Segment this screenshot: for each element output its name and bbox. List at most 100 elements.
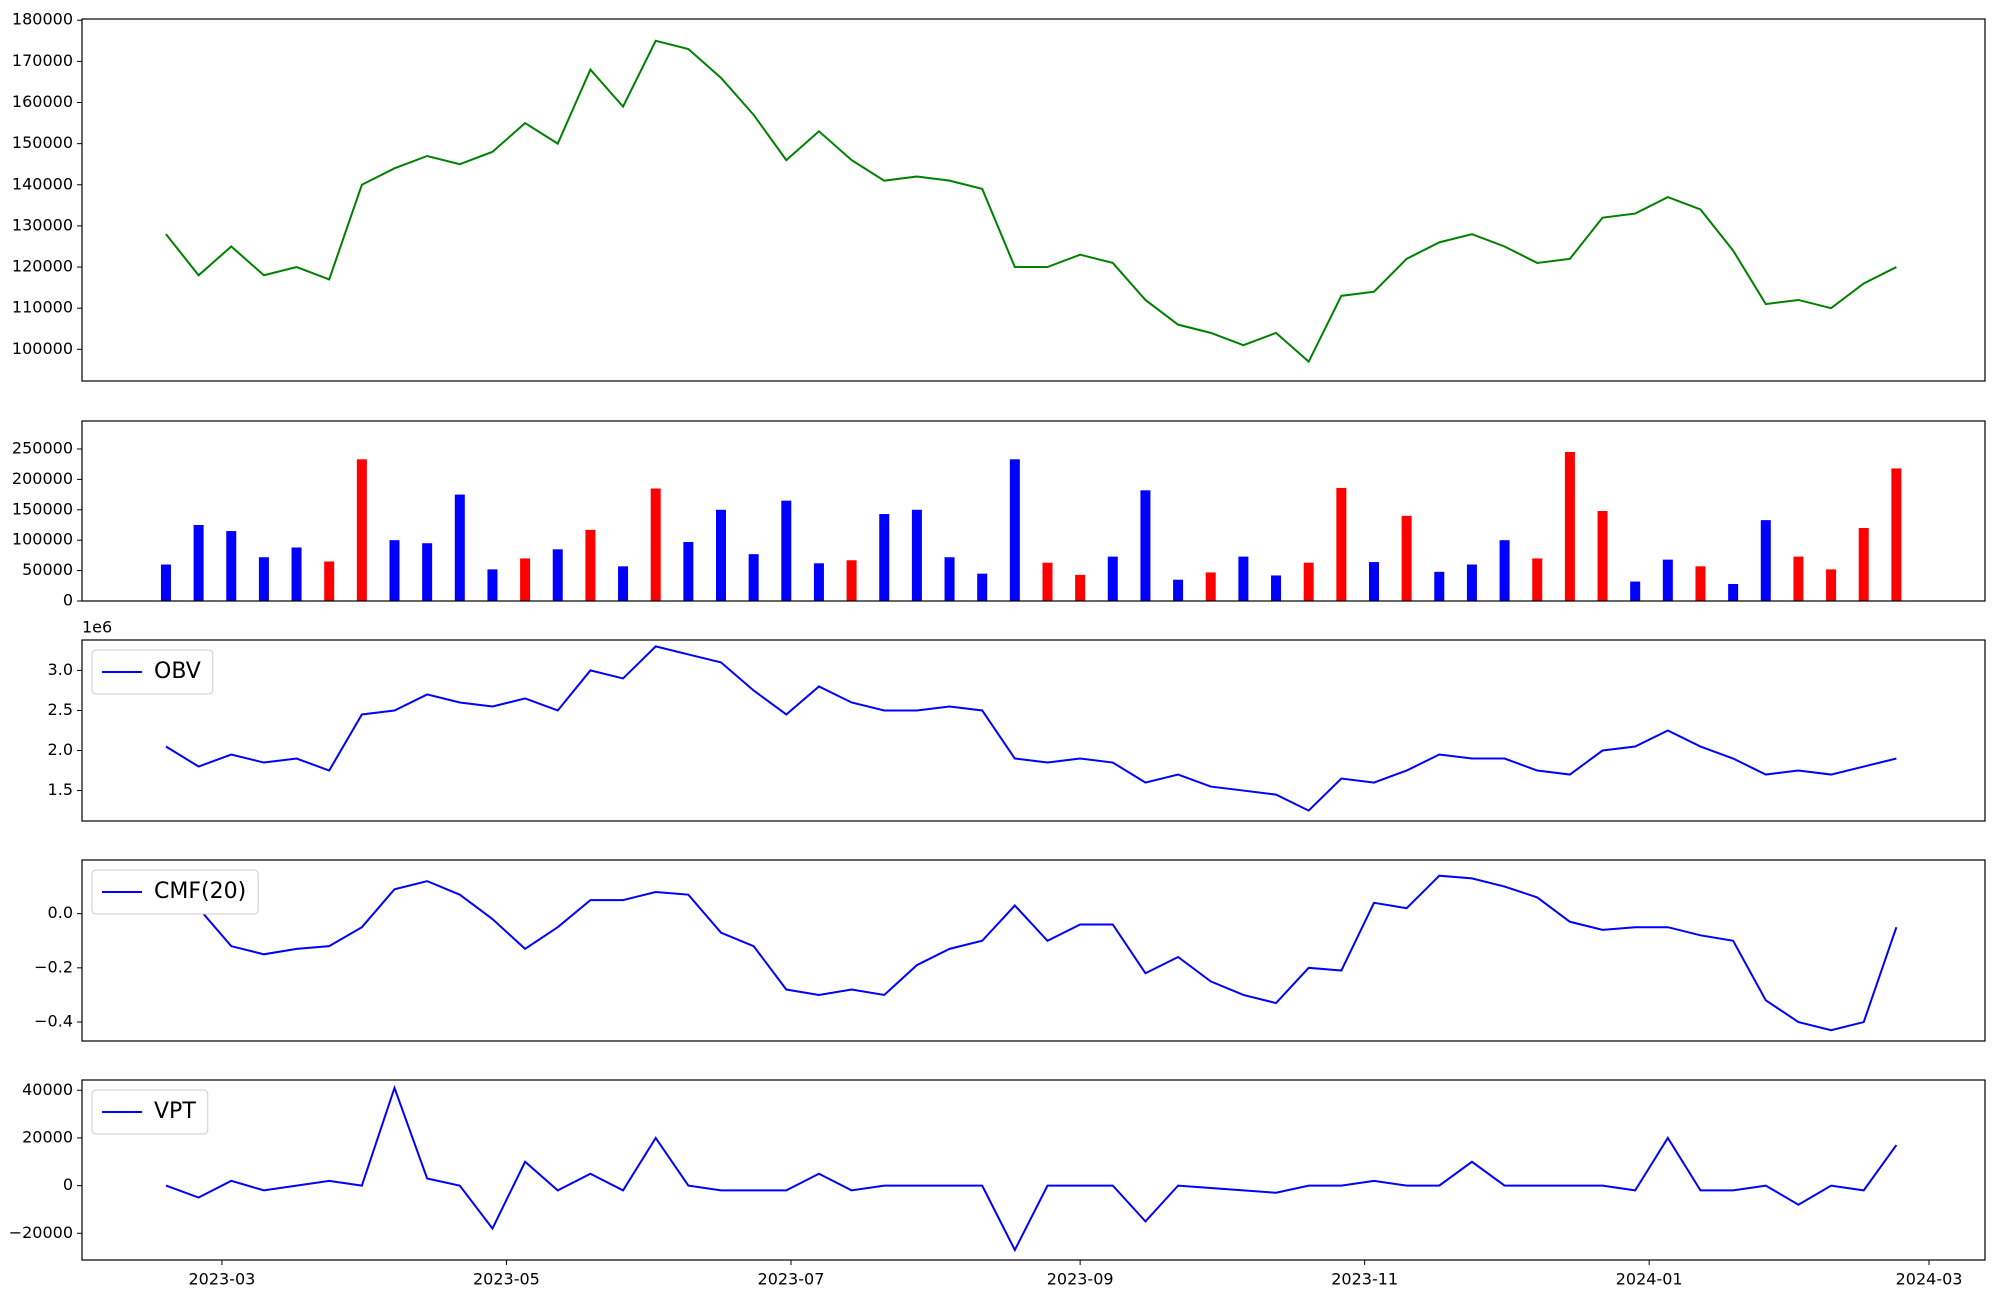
bar <box>356 459 367 601</box>
y-tick-label: 150000 <box>12 499 73 518</box>
offset-label: 1e6 <box>82 618 112 637</box>
x-tick-label: 2024-03 <box>1896 1270 1963 1289</box>
bar <box>324 561 335 601</box>
y-tick-label: 100000 <box>12 530 73 549</box>
y-tick-label: 20000 <box>22 1127 73 1146</box>
line <box>165 1084 1898 1253</box>
bar <box>1858 528 1869 601</box>
legend-box <box>91 649 214 695</box>
line <box>165 39 1897 364</box>
bar <box>552 549 563 601</box>
line <box>165 874 1898 1032</box>
bar <box>846 560 857 601</box>
x-tick-label: 2024-01 <box>1616 1270 1683 1289</box>
y-tick-label: 160000 <box>12 92 73 111</box>
y-tick-label: 1.5 <box>48 780 73 799</box>
y-tick-label: 2.5 <box>48 700 73 719</box>
legend-label: CMF(20) <box>154 879 246 904</box>
y-tick-label: 3.0 <box>48 660 73 679</box>
x-tick-label: 2023-09 <box>1047 1270 1114 1289</box>
bar <box>258 557 269 601</box>
bar <box>193 524 204 601</box>
bar <box>291 547 302 601</box>
bar <box>618 566 629 601</box>
y-tick-label: 0.0 <box>48 903 73 922</box>
bar <box>1532 558 1543 601</box>
bar <box>1826 569 1837 601</box>
bar <box>1466 564 1477 601</box>
bar <box>1173 579 1184 601</box>
bar <box>1434 571 1445 601</box>
bar <box>1662 559 1673 601</box>
bar <box>389 540 400 601</box>
legend-box <box>91 1089 209 1135</box>
axes-frame <box>81 18 1986 382</box>
bar <box>1238 556 1249 601</box>
bar <box>977 573 988 601</box>
y-tick-label: −0.2 <box>34 957 73 976</box>
bar <box>813 563 824 601</box>
legend-label: OBV <box>154 659 201 684</box>
bar <box>160 564 171 601</box>
bar <box>879 514 890 601</box>
bar <box>1891 468 1902 601</box>
bar <box>781 500 792 601</box>
bar <box>1728 583 1739 601</box>
x-tick-label: 2023-07 <box>758 1270 825 1289</box>
y-tick-label: 2.0 <box>48 740 73 759</box>
x-tick-label: 2023-11 <box>1331 1270 1398 1289</box>
bar <box>1564 452 1575 601</box>
bar <box>1597 511 1608 601</box>
y-tick-label: 250000 <box>12 438 73 457</box>
y-tick-label: 110000 <box>12 298 73 317</box>
y-tick-label: 0 <box>63 591 73 610</box>
bar <box>1042 562 1053 601</box>
bar <box>1303 562 1314 601</box>
y-tick-label: −0.4 <box>34 1012 73 1031</box>
bar <box>1630 581 1641 601</box>
bar <box>1793 556 1804 601</box>
bar <box>683 542 694 601</box>
axes-frame <box>81 639 1986 822</box>
bar <box>1009 459 1020 601</box>
y-tick-label: 150000 <box>12 133 73 152</box>
axes-frame <box>81 420 1986 602</box>
y-tick-label: 0 <box>63 1175 73 1194</box>
y-tick-label: 170000 <box>12 51 73 70</box>
bar <box>520 558 531 601</box>
bar <box>1075 574 1086 601</box>
bar <box>1368 562 1379 601</box>
axes-frame <box>81 1079 1986 1261</box>
x-tick-label: 2023-05 <box>473 1270 540 1289</box>
axes-frame <box>81 859 1986 1042</box>
bar <box>1336 487 1347 601</box>
bar <box>1760 520 1771 601</box>
bar <box>487 569 498 601</box>
bar <box>1401 515 1412 601</box>
y-tick-label: 120000 <box>12 257 73 276</box>
bar <box>1499 540 1510 601</box>
bar <box>454 494 465 601</box>
bar <box>650 488 661 601</box>
line <box>165 645 1897 812</box>
y-tick-label: 180000 <box>12 10 73 29</box>
legend-box <box>91 869 259 915</box>
bar <box>944 557 955 601</box>
bar <box>422 543 433 601</box>
y-tick-label: 130000 <box>12 215 73 234</box>
y-tick-label: 100000 <box>12 339 73 358</box>
y-tick-label: 50000 <box>22 560 73 579</box>
y-tick-label: 40000 <box>22 1080 73 1099</box>
bar <box>911 509 922 601</box>
bar <box>715 509 726 601</box>
bar <box>1695 566 1706 601</box>
bar <box>1140 490 1151 601</box>
bar <box>1271 575 1282 601</box>
y-tick-label: −20000 <box>9 1223 73 1242</box>
bar <box>1205 572 1216 601</box>
x-tick-label: 2023-03 <box>188 1270 255 1289</box>
y-tick-label: 200000 <box>12 469 73 488</box>
bar <box>1107 556 1118 601</box>
legend-label: VPT <box>154 1099 196 1124</box>
